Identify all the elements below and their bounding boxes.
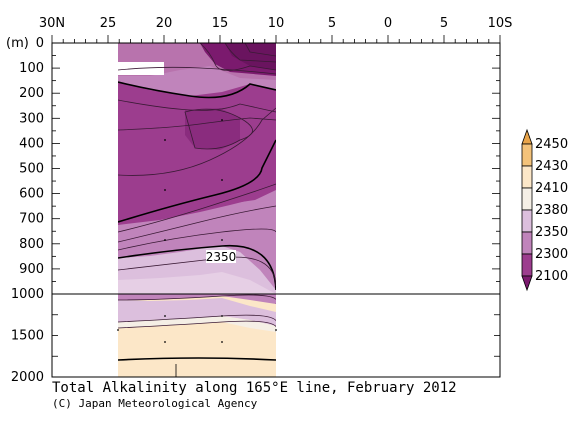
x-tick-label: 15 — [212, 16, 229, 31]
colorbar-swatch — [521, 187, 533, 211]
y-tick-label: 200 — [19, 86, 44, 101]
x-tick-label: 0 — [384, 16, 392, 31]
y-unit-label: (m) — [6, 36, 29, 51]
y-tick-label: 300 — [19, 111, 44, 126]
y-tick-label: 800 — [19, 237, 44, 252]
y-axis-ticks: 0 100 200 300 400 500 600 700 800 900 1000 1500 2000 — [11, 36, 500, 385]
colorbar-bottom-arrow — [521, 275, 533, 292]
y-tick-label: 0 — [36, 36, 44, 51]
chart-title: Total Alkalinity along 165°E line, Febru… — [52, 380, 457, 396]
colorbar-label: 2410 — [535, 181, 568, 196]
x-axis-ticks: 30N 25 20 15 10 5 0 5 10S — [39, 16, 513, 43]
lower-contour-fill — [118, 294, 276, 377]
colorbar-swatch — [521, 231, 533, 255]
upper-contour-lines — [118, 43, 276, 291]
y-tick-label: 1000 — [11, 287, 44, 302]
x-tick-label: 30N — [39, 16, 65, 31]
x-tick-label: 5 — [328, 16, 336, 31]
colorbar-swatch — [521, 209, 533, 233]
station-markers — [117, 119, 277, 343]
x-tick-label: 10S — [488, 16, 513, 31]
y-tick-label: 1500 — [11, 329, 44, 344]
colorbar-swatch — [521, 253, 533, 277]
y-tick-label: 2000 — [11, 370, 44, 385]
x-tick-label: 25 — [100, 16, 117, 31]
colorbar-label: 2350 — [535, 225, 568, 240]
x-tick-label: 5 — [440, 16, 448, 31]
x-tick-label: 10 — [268, 16, 285, 31]
colorbar: 2450 2430 2410 2380 2350 2300 2100 — [521, 128, 568, 292]
y-tick-label: 600 — [19, 187, 44, 202]
colorbar-label: 2430 — [535, 159, 568, 174]
colorbar-label: 2380 — [535, 203, 568, 218]
credit-text: (C) Japan Meteorological Agency — [52, 397, 258, 410]
colorbar-swatch — [521, 165, 533, 189]
y-tick-label: 400 — [19, 136, 44, 151]
y-tick-label: 100 — [19, 61, 44, 76]
colorbar-top-arrow — [521, 128, 533, 145]
x-tick-label: 20 — [156, 16, 173, 31]
contour-label-2350: 2350 — [206, 250, 237, 264]
colorbar-swatch — [521, 143, 533, 167]
y-tick-label: 500 — [19, 162, 44, 177]
upper-contour-fill — [118, 43, 276, 294]
colorbar-label: 2100 — [535, 269, 568, 284]
contour-label-group: 2350 — [206, 250, 237, 264]
colorbar-label: 2300 — [535, 247, 568, 262]
colorbar-label: 2450 — [535, 137, 568, 152]
y-tick-label: 900 — [19, 262, 44, 277]
y-tick-label: 700 — [19, 212, 44, 227]
